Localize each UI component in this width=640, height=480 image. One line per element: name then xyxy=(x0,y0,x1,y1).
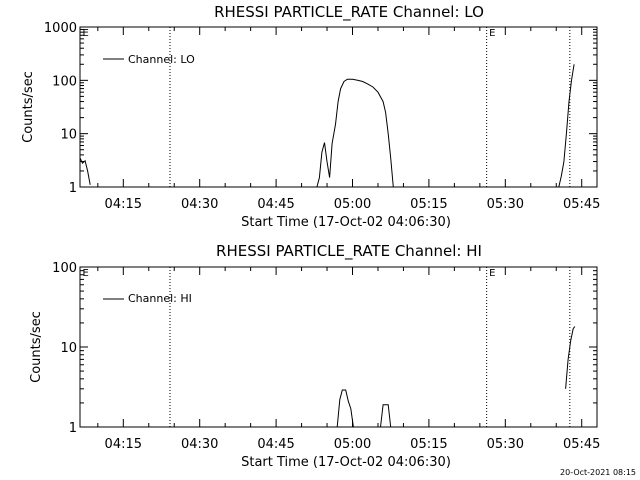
hi-x-tick-label: 04:45 xyxy=(257,437,294,452)
lo-x-tick-label: 04:45 xyxy=(257,197,294,212)
hi-plot-frame xyxy=(79,266,598,428)
hi-y-tick-label: 1 xyxy=(69,421,77,436)
lo-series-segment xyxy=(316,78,394,188)
lo-series-segment xyxy=(558,64,575,188)
hi-x-tick-label: 05:00 xyxy=(334,437,371,452)
hi-channel-panel: RHESSI PARTICLE_RATE Channel: HI Start T… xyxy=(29,242,600,470)
hi-series-segment xyxy=(336,389,354,428)
hi-x-tick-label: 05:45 xyxy=(563,437,600,452)
hi-y-tick-label: 10 xyxy=(60,341,77,356)
lo-y-tick-label: 1000 xyxy=(44,21,77,36)
lo-plot-frame xyxy=(79,26,598,188)
hi-x-tick-label: 04:30 xyxy=(181,437,218,452)
lo-y-tick-label: 100 xyxy=(52,74,77,89)
lo-channel-panel: RHESSI PARTICLE_RATE Channel: LO Start T… xyxy=(21,3,600,230)
hi-series-segment xyxy=(565,326,576,389)
hi-event-marker: E xyxy=(83,268,89,279)
lo-y-tick-label: 10 xyxy=(60,128,77,143)
hi-x-tick-label: 04:15 xyxy=(105,437,142,452)
hi-series-segment xyxy=(380,404,392,428)
hi-event-marker: E xyxy=(489,268,495,279)
hi-x-tick-label: 05:15 xyxy=(410,437,447,452)
lo-series-segment xyxy=(79,157,91,185)
hi-panel-title: RHESSI PARTICLE_RATE Channel: HI xyxy=(216,242,482,261)
lo-x-tick-label: 05:00 xyxy=(334,197,371,212)
hi-x-tick-label: 05:30 xyxy=(487,437,524,452)
lo-event-marker: E xyxy=(489,28,495,39)
lo-y-tick-label: 1 xyxy=(69,181,77,196)
lo-x-tick-label: 05:45 xyxy=(563,197,600,212)
hi-y-tick-label: 100 xyxy=(52,261,77,276)
lo-panel-plot-area: 1 10 100 1000 04:15 04:30 04:45 05:00 05:15 05:30… xyxy=(44,21,601,212)
footer-timestamp: 20-Oct-2021 08:15 xyxy=(560,468,636,477)
lo-panel-title: RHESSI PARTICLE_RATE Channel: LO xyxy=(214,3,484,22)
hi-panel-y-axis-label: Counts/sec xyxy=(29,311,44,383)
lo-event-marker: E xyxy=(83,28,89,39)
lo-legend-label: Channel: LO xyxy=(128,53,195,66)
hi-legend-label: Channel: HI xyxy=(128,292,192,305)
lo-panel-x-axis-label: Start Time (17-Oct-02 04:06:30) xyxy=(241,215,451,230)
lo-x-tick-label: 05:15 xyxy=(410,197,447,212)
lo-x-tick-label: 04:30 xyxy=(181,197,218,212)
hi-panel-plot-area: 1 10 100 04:15 04:30 04:45 05:00 05:15 05:30 05:4… xyxy=(52,261,600,452)
lo-x-tick-label: 04:15 xyxy=(105,197,142,212)
lo-x-tick-label: 05:30 xyxy=(487,197,524,212)
hi-panel-x-axis-label: Start Time (17-Oct-02 04:06:30) xyxy=(241,455,451,470)
lo-panel-y-axis-label: Counts/sec xyxy=(21,71,36,143)
